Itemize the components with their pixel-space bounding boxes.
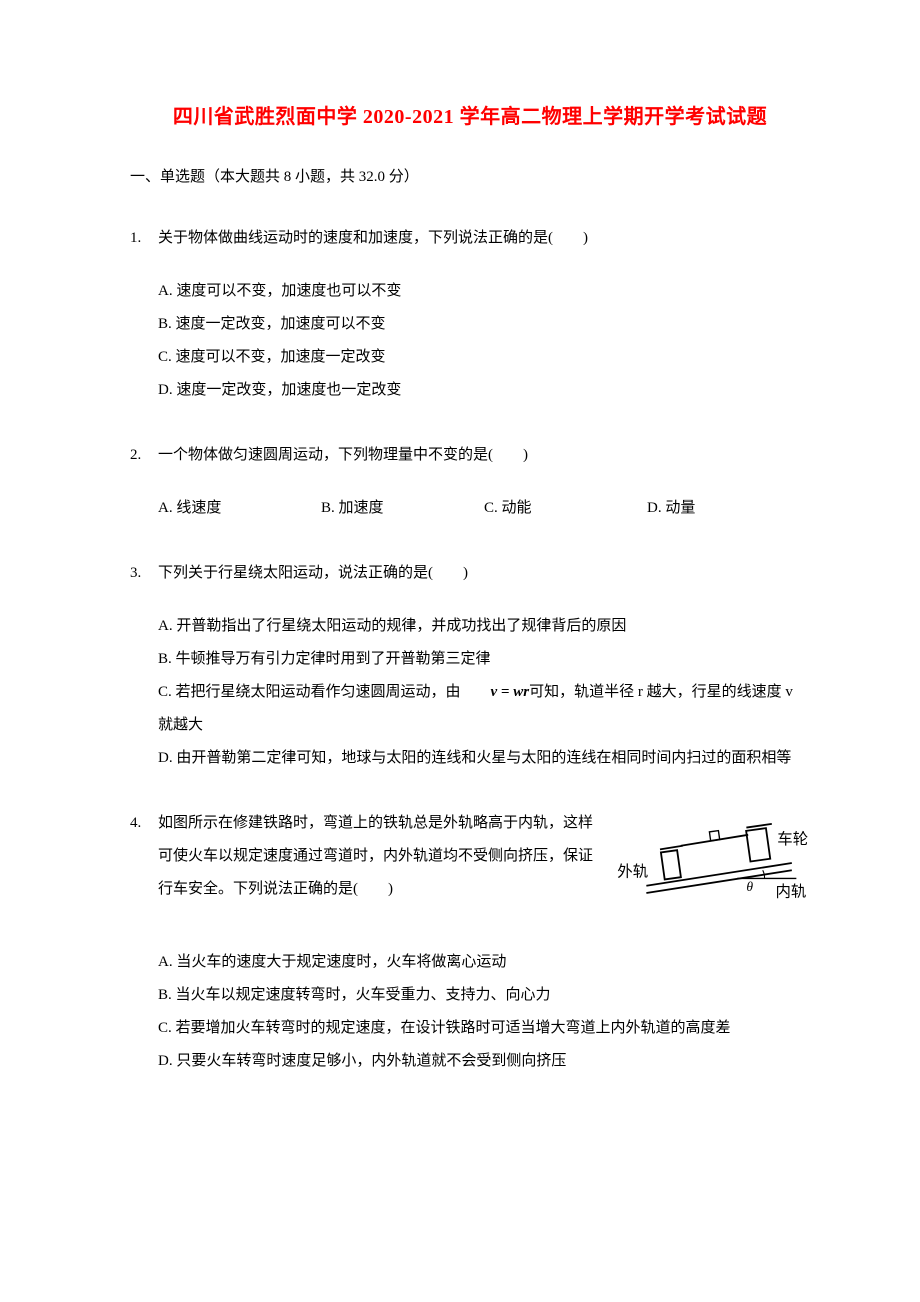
question-3: 3. 下列关于行星绕太阳运动，说法正确的是( ) A. 开普勒指出了行星绕太阳运… [130, 557, 810, 775]
q1-option-c: C. 速度可以不变，加速度一定改变 [158, 341, 810, 374]
q3-option-b: B. 牛顿推导万有引力定律时用到了开普勒第三定律 [158, 643, 810, 676]
theta-label: θ [746, 879, 753, 894]
q4-stem: 如图所示在修建铁路时，弯道上的铁轨总是外轨略高于内轨，这样可使火车以规定速度通过… [158, 807, 600, 906]
question-2: 2. 一个物体做匀速圆周运动，下列物理量中不变的是( ) A. 线速度 B. 加… [130, 439, 810, 525]
q2-option-d: D. 动量 [647, 492, 810, 525]
q3-option-c: C. 若把行星绕太阳运动看作匀速圆周运动，由 v = wr可知，轨道半径 r 越… [158, 676, 810, 742]
rail-diagram-svg: 外轨 车轮 内轨 θ [610, 813, 810, 913]
question-1: 1. 关于物体做曲线运动时的速度和加速度，下列说法正确的是( ) A. 速度可以… [130, 222, 810, 407]
q4-number: 4. [130, 807, 158, 840]
q1-option-b: B. 速度一定改变，加速度可以不变 [158, 308, 810, 341]
q1-number: 1. [130, 222, 158, 255]
outer-rail-label: 外轨 [617, 863, 648, 881]
rail-diagram: 外轨 车轮 内轨 θ [610, 813, 810, 926]
q2-option-c: C. 动能 [484, 492, 647, 525]
wheel-label: 车轮 [777, 830, 808, 848]
q2-number: 2. [130, 439, 158, 472]
q4-option-d: D. 只要火车转弯时速度足够小，内外轨道就不会受到侧向挤压 [158, 1045, 810, 1078]
q3-stem: 下列关于行星绕太阳运动，说法正确的是( ) [158, 557, 810, 590]
inner-rail-label: 内轨 [775, 883, 806, 901]
question-4: 4. 如图所示在修建铁路时，弯道上的铁轨总是外轨略高于内轨，这样可使火车以规定速… [130, 807, 810, 1078]
q1-stem: 关于物体做曲线运动时的速度和加速度，下列说法正确的是( ) [158, 222, 810, 255]
q4-option-b: B. 当火车以规定速度转弯时，火车受重力、支持力、向心力 [158, 979, 810, 1012]
q3-option-d: D. 由开普勒第二定律可知，地球与太阳的连线和火星与太阳的连线在相同时间内扫过的… [158, 742, 810, 775]
q3-option-c-formula: v = wr [491, 684, 530, 700]
exam-page: 四川省武胜烈面中学 2020-2021 学年高二物理上学期开学考试试题 一、单选… [0, 0, 920, 1190]
q2-option-a: A. 线速度 [158, 492, 321, 525]
section-heading: 一、单选题（本大题共 8 小题，共 32.0 分） [130, 165, 810, 186]
q2-stem: 一个物体做匀速圆周运动，下列物理量中不变的是( ) [158, 439, 810, 472]
q1-option-d: D. 速度一定改变，加速度也一定改变 [158, 374, 810, 407]
q2-option-b: B. 加速度 [321, 492, 484, 525]
q1-option-a: A. 速度可以不变，加速度也可以不变 [158, 275, 810, 308]
q4-option-c: C. 若要增加火车转弯时的规定速度，在设计铁路时可适当增大弯道上内外轨道的高度差 [158, 1012, 810, 1045]
q3-option-a: A. 开普勒指出了行星绕太阳运动的规律，并成功找出了规律背后的原因 [158, 610, 810, 643]
q4-option-a: A. 当火车的速度大于规定速度时，火车将做离心运动 [158, 946, 810, 979]
exam-title: 四川省武胜烈面中学 2020-2021 学年高二物理上学期开学考试试题 [130, 100, 810, 129]
q3-option-c-pre: C. 若把行星绕太阳运动看作匀速圆周运动，由 [158, 684, 491, 700]
q3-number: 3. [130, 557, 158, 590]
